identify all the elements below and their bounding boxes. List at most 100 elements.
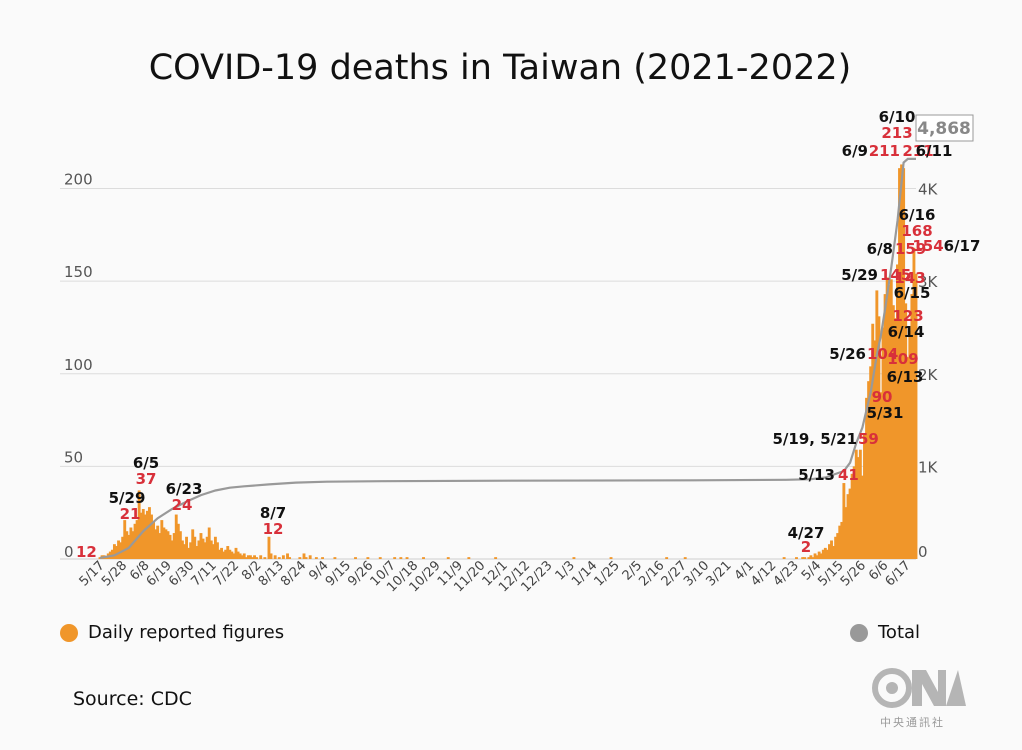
bar (286, 553, 289, 559)
x-tick-label: 4/23 (771, 558, 802, 589)
bar (183, 544, 186, 559)
bar (809, 555, 813, 559)
bar (393, 557, 397, 559)
data-label-date: 6/14 (888, 323, 925, 341)
data-label-date: 4/27 (788, 524, 825, 542)
bar (836, 533, 840, 559)
y-tick-label-left: 100 (64, 356, 93, 374)
legend-daily-label: Daily reported figures (88, 622, 285, 643)
bar (176, 523, 180, 559)
bar (815, 555, 819, 559)
bar (893, 318, 897, 559)
bar (203, 542, 207, 559)
bar (148, 507, 151, 559)
bar (333, 557, 337, 559)
bar (185, 536, 188, 559)
bar (873, 340, 877, 559)
bar (821, 549, 825, 559)
bar (172, 533, 176, 559)
y-tick-label-left: 150 (64, 263, 93, 281)
data-label-date: 5/31 (867, 404, 904, 422)
chart-title: COVID-19 deaths in Taiwan (2021-2022) (148, 48, 852, 88)
bar (883, 294, 887, 559)
data-label-date: 5/29 (841, 266, 878, 284)
bar (141, 508, 145, 559)
cna-logo-caption: 中央通訊社 (880, 716, 945, 729)
bar (830, 540, 833, 559)
bar (234, 547, 238, 559)
bar (166, 531, 170, 559)
bar (467, 557, 471, 559)
bar (123, 520, 127, 559)
bar (856, 457, 860, 559)
data-label-date: 6/11 (916, 142, 953, 160)
bar (914, 273, 918, 559)
bar (110, 549, 114, 559)
data-label-value: 143 (894, 269, 925, 287)
bar (158, 533, 162, 559)
bar (218, 549, 221, 559)
bar (848, 488, 852, 559)
bar (263, 557, 267, 559)
bar (817, 551, 821, 559)
data-label-date: 6/9 (842, 142, 868, 160)
bar (885, 277, 889, 559)
bar (139, 512, 143, 559)
legend-total: Total (850, 622, 920, 643)
bar (869, 366, 873, 559)
bar (131, 531, 135, 559)
bar (665, 557, 669, 559)
bar (863, 433, 866, 559)
y-tick-label-left: 50 (64, 448, 83, 466)
bar (314, 557, 318, 559)
bar (852, 466, 856, 559)
bar (281, 555, 285, 559)
bar (795, 557, 798, 559)
bar (889, 279, 893, 559)
bar (195, 546, 199, 559)
bar (838, 525, 842, 559)
bar (125, 531, 129, 559)
x-tick-label: 3/21 (703, 558, 734, 589)
bar (834, 536, 838, 559)
data-label-value: 211 (902, 142, 933, 160)
bar (902, 168, 906, 559)
bar (121, 536, 125, 559)
legend-daily-swatch (60, 623, 78, 642)
data-label-date: 6/8 (867, 240, 893, 258)
data-label-value: 168 (901, 222, 932, 240)
bar (850, 473, 854, 559)
bar (609, 557, 613, 559)
bar (881, 327, 885, 559)
data-label-date: 8/7 (260, 504, 286, 522)
bar (236, 551, 240, 559)
bar (811, 557, 815, 559)
bar (858, 449, 862, 559)
bar (900, 164, 904, 559)
bar (117, 540, 120, 559)
bar (321, 557, 324, 559)
data-label-value: 21 (120, 505, 141, 523)
bar (220, 547, 224, 559)
data-label-value: 2 (801, 538, 811, 556)
bar (162, 527, 166, 559)
data-label-date: 5/26 (829, 345, 866, 363)
bar (255, 557, 259, 559)
bar (840, 521, 844, 559)
bar (164, 529, 168, 559)
bar (180, 540, 184, 559)
source-note: Source: CDC (73, 688, 192, 710)
data-label-date: 6/5 (133, 454, 159, 472)
bar (906, 357, 910, 559)
bar (904, 303, 908, 559)
bar (288, 557, 292, 559)
bar (226, 546, 230, 559)
bar (187, 547, 191, 559)
bar (115, 546, 118, 559)
bar (891, 305, 895, 559)
data-label-value: 37 (136, 470, 157, 488)
data-label-date: 6/16 (899, 206, 936, 224)
bar (846, 494, 850, 559)
data-label-date: 6/17 (944, 237, 981, 255)
bar (494, 557, 498, 559)
